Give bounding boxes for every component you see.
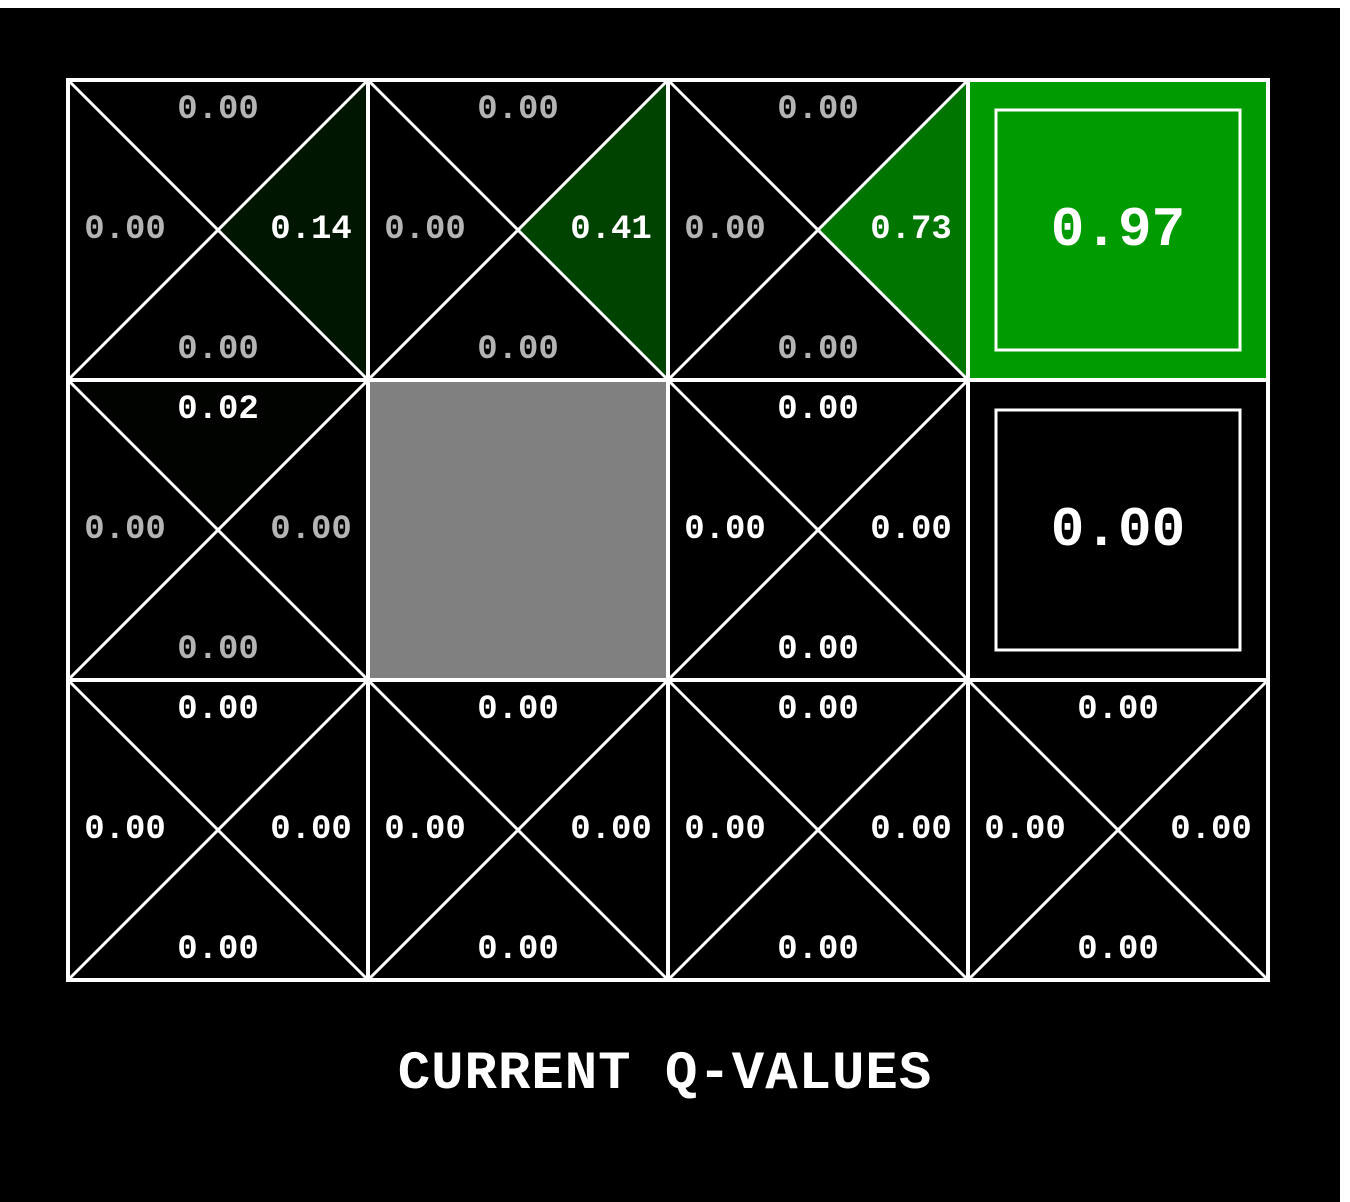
q-value-north: 0.00 (477, 691, 559, 729)
q-triangle-east (218, 80, 368, 380)
q-value-south: 0.00 (177, 931, 259, 969)
diagonal-line (66, 78, 370, 382)
diagonal-line (666, 678, 970, 982)
q-value-north: 0.00 (777, 691, 859, 729)
q-value-east: 0.00 (1170, 811, 1252, 849)
q-value-south: 0.00 (477, 331, 559, 369)
terminal-value: 0.00 (1051, 498, 1185, 562)
cell-border (966, 678, 1270, 982)
q-value-east: 0.00 (870, 811, 952, 849)
q-value-west: 0.00 (984, 811, 1066, 849)
diagonal-line (966, 678, 1270, 982)
q-value-south: 0.00 (1077, 931, 1159, 969)
q-value-north: 0.00 (777, 391, 859, 429)
diagonal-line (366, 678, 670, 982)
q-value-north: 0.00 (177, 691, 259, 729)
diagonal-line (366, 78, 670, 382)
terminal-value: 0.97 (1051, 198, 1185, 262)
terminal-inner-box (994, 108, 1242, 352)
q-value-west: 0.00 (384, 811, 466, 849)
q-value-east: 0.00 (270, 511, 352, 549)
q-triangle-east (818, 80, 968, 380)
q-value-north: 0.00 (477, 91, 559, 129)
terminal-cell (966, 378, 1270, 682)
q-value-west: 0.00 (84, 511, 166, 549)
wall-cell (366, 378, 670, 682)
q-value-south: 0.00 (777, 931, 859, 969)
gridworld-window: 0.00 0.14 0.00 0.00 0.00 0.41 0.00 0.00 0.00 0.73… (0, 8, 1340, 1202)
q-value-east: 0.00 (570, 811, 652, 849)
q-triangle-north (68, 380, 368, 530)
q-value-west: 0.00 (684, 211, 766, 249)
q-value-west: 0.00 (84, 211, 166, 249)
q-value-east: 0.00 (870, 511, 952, 549)
q-value-south: 0.00 (777, 631, 859, 669)
q-value-west: 0.00 (684, 811, 766, 849)
diagonal-line (66, 378, 370, 682)
diagonal-line (666, 378, 970, 682)
q-value-east: 0.14 (270, 211, 352, 249)
q-value-north: 0.00 (1077, 691, 1159, 729)
q-triangle-east (518, 80, 668, 380)
q-value-west: 0.00 (684, 511, 766, 549)
q-value-west: 0.00 (84, 811, 166, 849)
terminal-inner-box (994, 408, 1242, 652)
q-value-south: 0.00 (777, 331, 859, 369)
q-value-south: 0.00 (177, 631, 259, 669)
page-title: CURRENT Q-VALUES (397, 1044, 933, 1105)
diagonal-line (66, 678, 370, 982)
q-value-east: 0.00 (270, 811, 352, 849)
q-value-south: 0.00 (177, 331, 259, 369)
q-value-east: 0.73 (870, 211, 952, 249)
q-value-south: 0.00 (477, 931, 559, 969)
q-value-north: 0.00 (777, 91, 859, 129)
q-value-north: 0.00 (177, 91, 259, 129)
q-value-east: 0.41 (570, 211, 652, 249)
q-value-grid: 0.00 0.14 0.00 0.00 0.00 0.41 0.00 0.00 0.00 0.73… (66, 78, 1270, 982)
q-value-west: 0.00 (384, 211, 466, 249)
diagonal-line (666, 78, 970, 382)
q-value-north: 0.02 (177, 391, 259, 429)
